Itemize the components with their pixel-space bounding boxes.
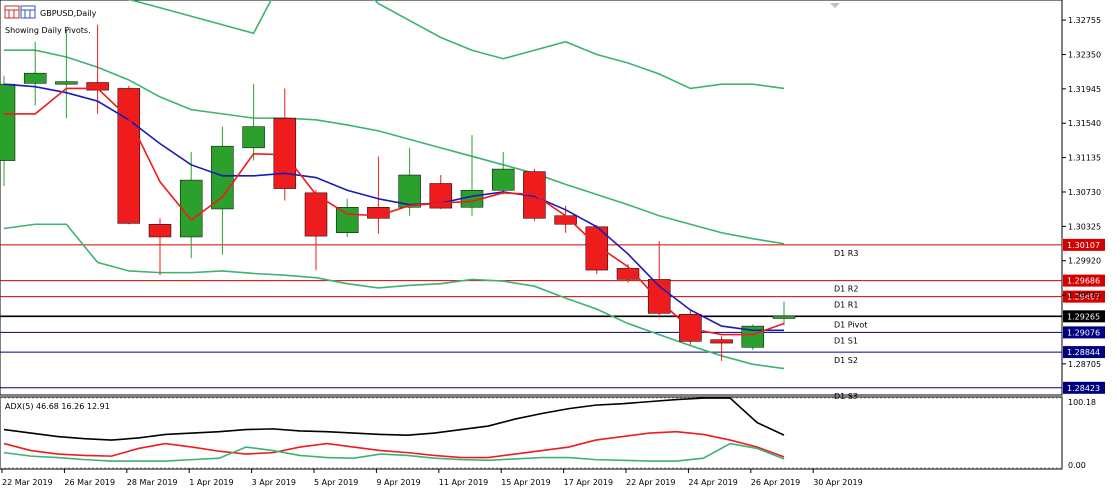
candle-body[interactable] (55, 81, 78, 85)
pivot-price-tag (1063, 346, 1105, 359)
price-tick-label: 1.30325 (1068, 222, 1101, 231)
pivot-label: D1 Pivot (834, 320, 867, 329)
pivot-price-value: 1.28423 (1067, 384, 1100, 393)
time-tick-label: 22 Mar 2019 (2, 478, 53, 487)
candle-body[interactable] (211, 145, 234, 210)
adx-min-label: 0.00 (1068, 461, 1086, 470)
pivot-price-tag (1063, 290, 1105, 303)
pivot-price-value: 1.28844 (1067, 348, 1100, 357)
time-tick-label: 28 Mar 2019 (127, 478, 178, 487)
adx-minus-di-line (3, 442, 785, 462)
symbol-title: GBPUSD,Daily (40, 9, 97, 18)
adx-plus-di-line (3, 430, 785, 459)
price-tick-label: 1.28705 (1068, 360, 1101, 369)
pivot-price-value: 1.29265 (1067, 312, 1100, 321)
time-tick-label: 30 Apr 2019 (813, 478, 862, 487)
candle-body[interactable] (335, 207, 359, 233)
time-tick-label: 22 Apr 2019 (626, 478, 675, 487)
symbol-icon (4, 5, 20, 19)
price-tick-label: 1.29515 (1068, 291, 1101, 300)
price-tick-label: 1.31540 (1068, 119, 1101, 128)
candle-body[interactable] (86, 82, 109, 91)
candle-body[interactable] (772, 315, 796, 319)
band-lower-line (3, 223, 785, 370)
time-tick-label: 11 Apr 2019 (439, 478, 488, 487)
pivot-label: D1 S3 (834, 392, 858, 401)
ma-fast-line (4, 87, 785, 336)
candle-body[interactable] (117, 88, 141, 224)
price-tick-label: 1.32350 (1068, 50, 1101, 59)
adx-main-line (3, 397, 785, 441)
pivot-price-value: 1.30107 (1067, 241, 1100, 250)
time-tick-label: 17 Apr 2019 (564, 478, 613, 487)
pivot-subtitle: Showing Daily Pivots. (5, 26, 91, 35)
candle-body[interactable] (23, 72, 47, 84)
pivot-label: D1 R2 (834, 285, 858, 294)
candle-body[interactable] (741, 325, 765, 348)
price-axis: 1.30107 1.29686 1.29497 1.29265 1.29076 1.288… (1062, 16, 1105, 394)
candle-body[interactable] (304, 192, 328, 237)
indicator-frame (0, 396, 1063, 470)
pivot-label: D1 S1 (834, 336, 858, 345)
band-outer-upper-line (128, 0, 785, 90)
time-tick-label: 9 Apr 2019 (376, 478, 420, 487)
candle-body[interactable] (398, 174, 421, 208)
pivot-price-tag (1063, 238, 1105, 251)
time-axis: 22 Mar 2019 26 Mar 2019 28 Mar 2019 1 Apr 2… (1, 469, 863, 487)
adx-max-label: 100.18 (1068, 398, 1096, 407)
ma-slow-line (3, 83, 784, 332)
price-tick-label: 1.31945 (1068, 85, 1101, 94)
pivot-label: D1 S2 (834, 356, 858, 365)
candle-body[interactable] (710, 339, 733, 344)
pivot-price-tag (1063, 326, 1105, 339)
price-tick-label: 1.30730 (1068, 188, 1101, 197)
price-tick-label: 1.31135 (1068, 154, 1101, 163)
price-tick-label: 1.32755 (1068, 16, 1101, 25)
pivot-price-tag (1063, 381, 1105, 394)
time-tick-label: 1 Apr 2019 (189, 478, 233, 487)
band-upper-line (4, 49, 785, 245)
pivot-price-value: 1.29686 (1067, 277, 1100, 286)
pivot-label: D1 R1 (834, 301, 858, 310)
time-tick-label: 24 Apr 2019 (688, 478, 737, 487)
pivot-price-value: 1.29497 (1067, 293, 1100, 302)
price-plot: D1 R3 D1 R2 D1 R1 D1 Pivot D1 S1 D1 S2 D1 S3 (0, 0, 1062, 401)
pivot-price-tag (1063, 274, 1105, 287)
pivot-price-tag (1063, 310, 1105, 323)
symbol-icon-2 (20, 5, 36, 19)
price-tick-label: 1.29920 (1068, 257, 1101, 266)
candle-body[interactable] (616, 268, 640, 280)
time-tick-label: 15 Apr 2019 (501, 478, 550, 487)
time-tick-label: 26 Apr 2019 (751, 478, 800, 487)
candle-body[interactable] (273, 117, 297, 189)
candle-body[interactable] (242, 126, 265, 149)
candle-body[interactable] (148, 223, 172, 238)
candle-body[interactable] (179, 179, 203, 238)
shift-marker-icon[interactable] (830, 3, 840, 8)
pivot-label: D1 R3 (834, 249, 858, 258)
candle-body[interactable] (0, 83, 16, 161)
adx-plot (0, 397, 1062, 469)
time-tick-label: 3 Apr 2019 (252, 478, 296, 487)
pivot-price-value: 1.29076 (1067, 328, 1100, 337)
time-tick-label: 26 Mar 2019 (64, 478, 115, 487)
candle-body[interactable] (491, 168, 515, 191)
time-tick-label: 5 Apr 2019 (314, 478, 358, 487)
adx-label: ADX(5) 46.68 16.26 12.91 (5, 402, 110, 411)
